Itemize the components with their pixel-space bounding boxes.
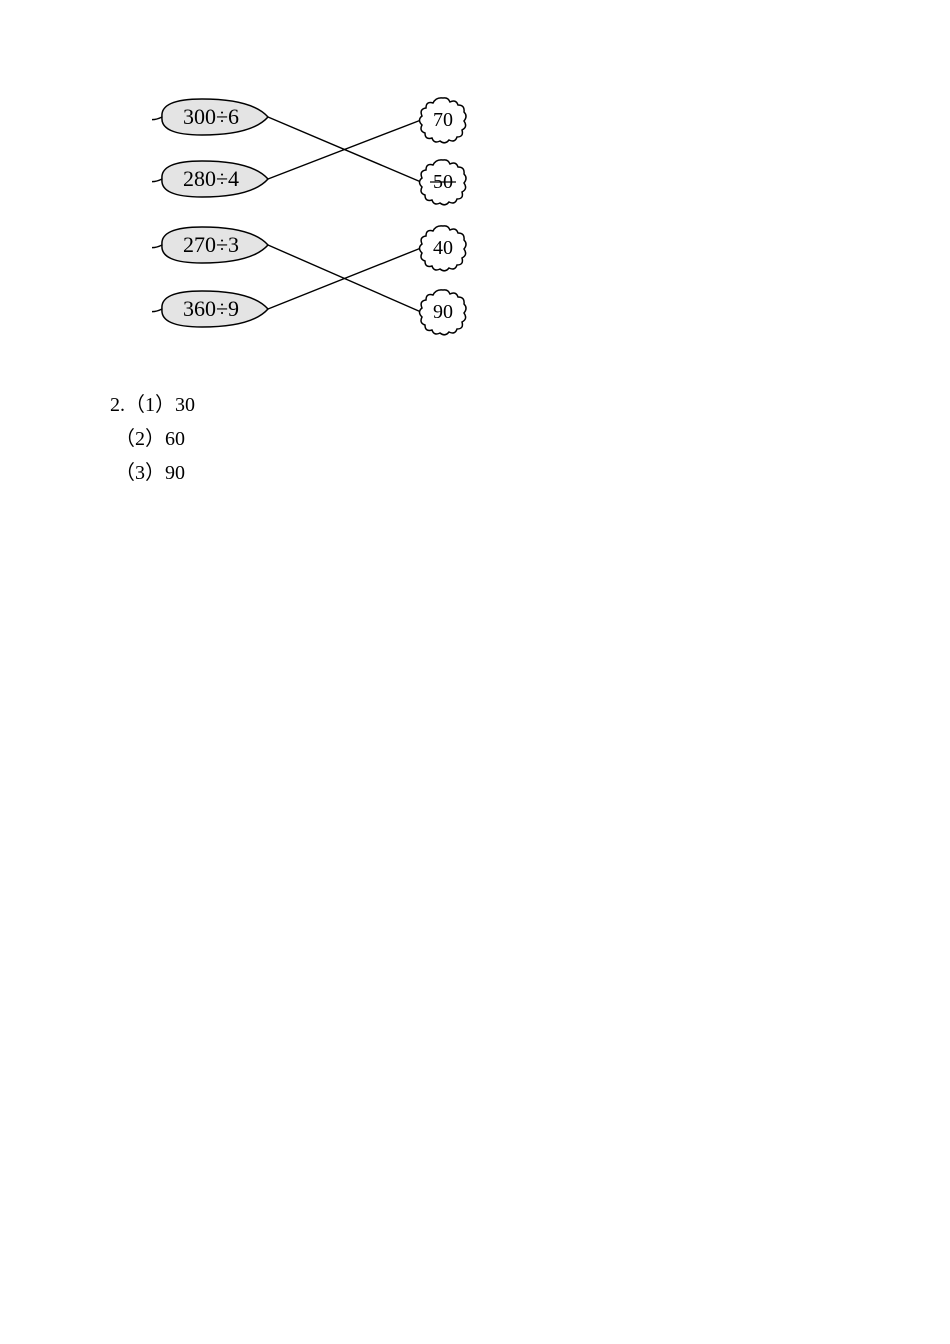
leaf-2: 270÷3 <box>152 223 270 267</box>
cloud-2: 40 <box>418 223 468 273</box>
leaf-label-2: 270÷3 <box>152 223 270 267</box>
cloud-1: 50 <box>418 157 468 207</box>
answer-num-0: （1） <box>125 394 175 416</box>
answer-val-2: 90 <box>165 462 185 484</box>
leaf-3: 360÷9 <box>152 287 270 331</box>
leaf-label-1: 280÷4 <box>152 157 270 201</box>
answer-row-0: 2.（1）30 <box>110 388 195 422</box>
answer-num-2: （3） <box>115 462 165 484</box>
leaf-0: 300÷6 <box>152 95 270 139</box>
cloud-label-3: 90 <box>418 287 468 337</box>
answer-num-1: （2） <box>115 428 165 450</box>
cloud-label-0: 70 <box>418 95 468 145</box>
cloud-0: 70 <box>418 95 468 145</box>
matching-diagram: 300÷6 280÷4 270÷3 360÷9 70 50 <box>130 95 490 375</box>
leaf-1: 280÷4 <box>152 157 270 201</box>
answer-val-1: 60 <box>165 428 185 450</box>
answer-heading: 2. <box>110 394 125 416</box>
answers-block: 2.（1）30 （2）60 （3）90 <box>110 388 195 490</box>
answer-row-2: （3）90 <box>110 456 195 490</box>
answer-val-0: 30 <box>175 394 195 416</box>
leaf-label-0: 300÷6 <box>152 95 270 139</box>
cloud-label-2: 40 <box>418 223 468 273</box>
cloud-label-1: 50 <box>418 157 468 207</box>
cloud-3: 90 <box>418 287 468 337</box>
leaf-label-3: 360÷9 <box>152 287 270 331</box>
answer-row-1: （2）60 <box>110 422 195 456</box>
